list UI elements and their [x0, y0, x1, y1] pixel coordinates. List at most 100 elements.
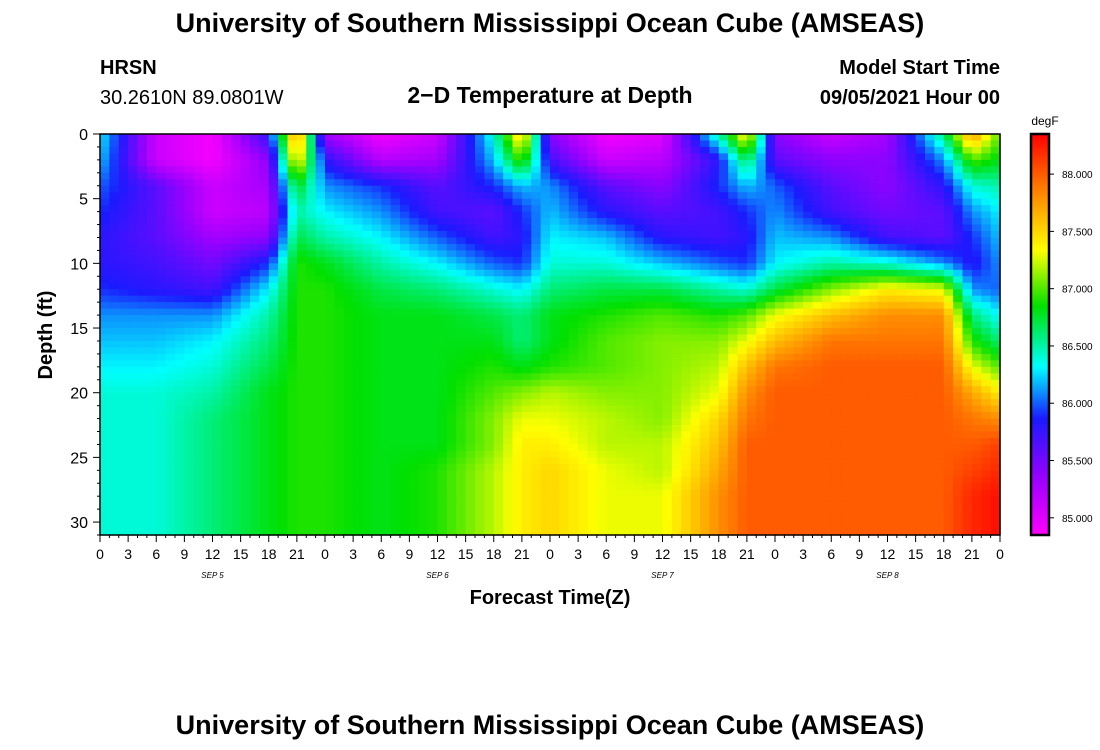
heatmap-cell: [503, 179, 514, 187]
heatmap-cell: [606, 373, 617, 381]
heatmap-cell: [306, 373, 317, 381]
heatmap-cell: [343, 444, 354, 452]
heatmap-cell: [371, 353, 382, 361]
heatmap-cell: [981, 218, 992, 226]
heatmap-cell: [671, 347, 682, 355]
heatmap-cell: [118, 205, 129, 213]
heatmap-cell: [943, 308, 954, 316]
heatmap-cell: [568, 211, 579, 219]
heatmap-cell: [531, 418, 542, 426]
heatmap-cell: [146, 405, 157, 413]
heatmap-cell: [184, 172, 195, 180]
heatmap-cell: [484, 321, 495, 329]
heatmap-cell: [934, 269, 945, 277]
heatmap-cell: [559, 256, 570, 264]
heatmap-cell: [737, 315, 748, 323]
heatmap-cell: [503, 192, 514, 200]
heatmap-cell: [606, 211, 617, 219]
heatmap-cell: [146, 450, 157, 458]
heatmap-cell: [709, 328, 720, 336]
heatmap-cell: [400, 386, 410, 394]
heatmap-cell: [531, 405, 542, 413]
heatmap-cell: [137, 360, 148, 368]
heatmap-cell: [746, 282, 757, 290]
heatmap-cell: [859, 431, 870, 439]
heatmap-cell: [896, 360, 907, 368]
heatmap-cell: [709, 366, 720, 374]
heatmap-cell: [334, 373, 345, 381]
heatmap-cell: [934, 166, 945, 174]
heatmap-cell: [775, 386, 785, 394]
heatmap-cell: [287, 373, 298, 381]
heatmap-cell: [250, 315, 260, 323]
heatmap-cell: [690, 211, 701, 219]
heatmap-cell: [784, 418, 795, 426]
heatmap-cell: [709, 373, 720, 381]
heatmap-cell: [259, 412, 270, 420]
heatmap-cell: [259, 172, 270, 180]
heatmap-cell: [156, 205, 167, 213]
heatmap-cell: [653, 159, 664, 167]
heatmap-cell: [859, 205, 870, 213]
heatmap-cell: [446, 295, 457, 303]
heatmap-cell: [353, 366, 364, 374]
heatmap-cell: [446, 198, 457, 206]
heatmap-cell: [221, 172, 232, 180]
heatmap-cell: [531, 172, 542, 180]
heatmap-cell: [465, 237, 476, 245]
heatmap-cell: [756, 328, 767, 336]
heatmap-cell: [868, 379, 879, 387]
heatmap-cell: [850, 437, 860, 446]
heatmap-cell: [643, 399, 654, 407]
heatmap-cell: [540, 211, 551, 219]
heatmap-cell: [915, 282, 926, 290]
heatmap-cell: [287, 457, 298, 465]
heatmap-cell: [156, 166, 167, 174]
heatmap-cell: [728, 450, 739, 458]
heatmap-cell: [156, 295, 167, 303]
heatmap-cell: [146, 399, 157, 407]
heatmap-cell: [446, 302, 457, 310]
heatmap-cell: [493, 263, 504, 271]
heatmap-cell: [221, 153, 232, 161]
heatmap-cell: [878, 353, 889, 361]
heatmap-cell: [821, 340, 832, 349]
heatmap-cell: [962, 437, 973, 446]
heatmap-cell: [128, 256, 139, 264]
heatmap-cell: [118, 347, 129, 355]
heatmap-cell: [896, 334, 907, 342]
heatmap-cell: [531, 412, 542, 420]
heatmap-cell: [784, 256, 795, 264]
heatmap-cell: [484, 250, 495, 258]
heatmap-cell: [840, 231, 851, 239]
heatmap-cell: [615, 399, 626, 407]
heatmap-cell: [371, 172, 382, 180]
heatmap-cell: [840, 237, 851, 245]
heatmap-cell: [615, 295, 626, 303]
heatmap-cell: [418, 243, 429, 252]
heatmap-cell: [850, 179, 860, 187]
heatmap-cell: [662, 146, 673, 155]
heatmap-cell: [981, 321, 992, 329]
heatmap-cell: [709, 392, 720, 400]
heatmap-cell: [193, 185, 204, 193]
heatmap-cell: [925, 159, 935, 167]
heatmap-cell: [700, 276, 710, 284]
heatmap-cell: [915, 159, 926, 167]
heatmap-cell: [606, 405, 617, 413]
heatmap-cell: [503, 159, 514, 167]
heatmap-cell: [953, 392, 964, 400]
heatmap-cell: [465, 334, 476, 342]
heatmap-cell: [793, 437, 804, 446]
heatmap-cell: [850, 237, 860, 245]
heatmap-cell: [700, 450, 710, 458]
heatmap-cell: [981, 205, 992, 213]
heatmap-cell: [259, 360, 270, 368]
heatmap-cell: [596, 418, 607, 426]
heatmap-cell: [418, 185, 429, 193]
heatmap-cell: [962, 179, 973, 187]
heatmap-cell: [137, 418, 148, 426]
heatmap-cell: [812, 328, 823, 336]
heatmap-cell: [278, 289, 289, 297]
model-start-label: Model Start Time: [839, 57, 1000, 79]
